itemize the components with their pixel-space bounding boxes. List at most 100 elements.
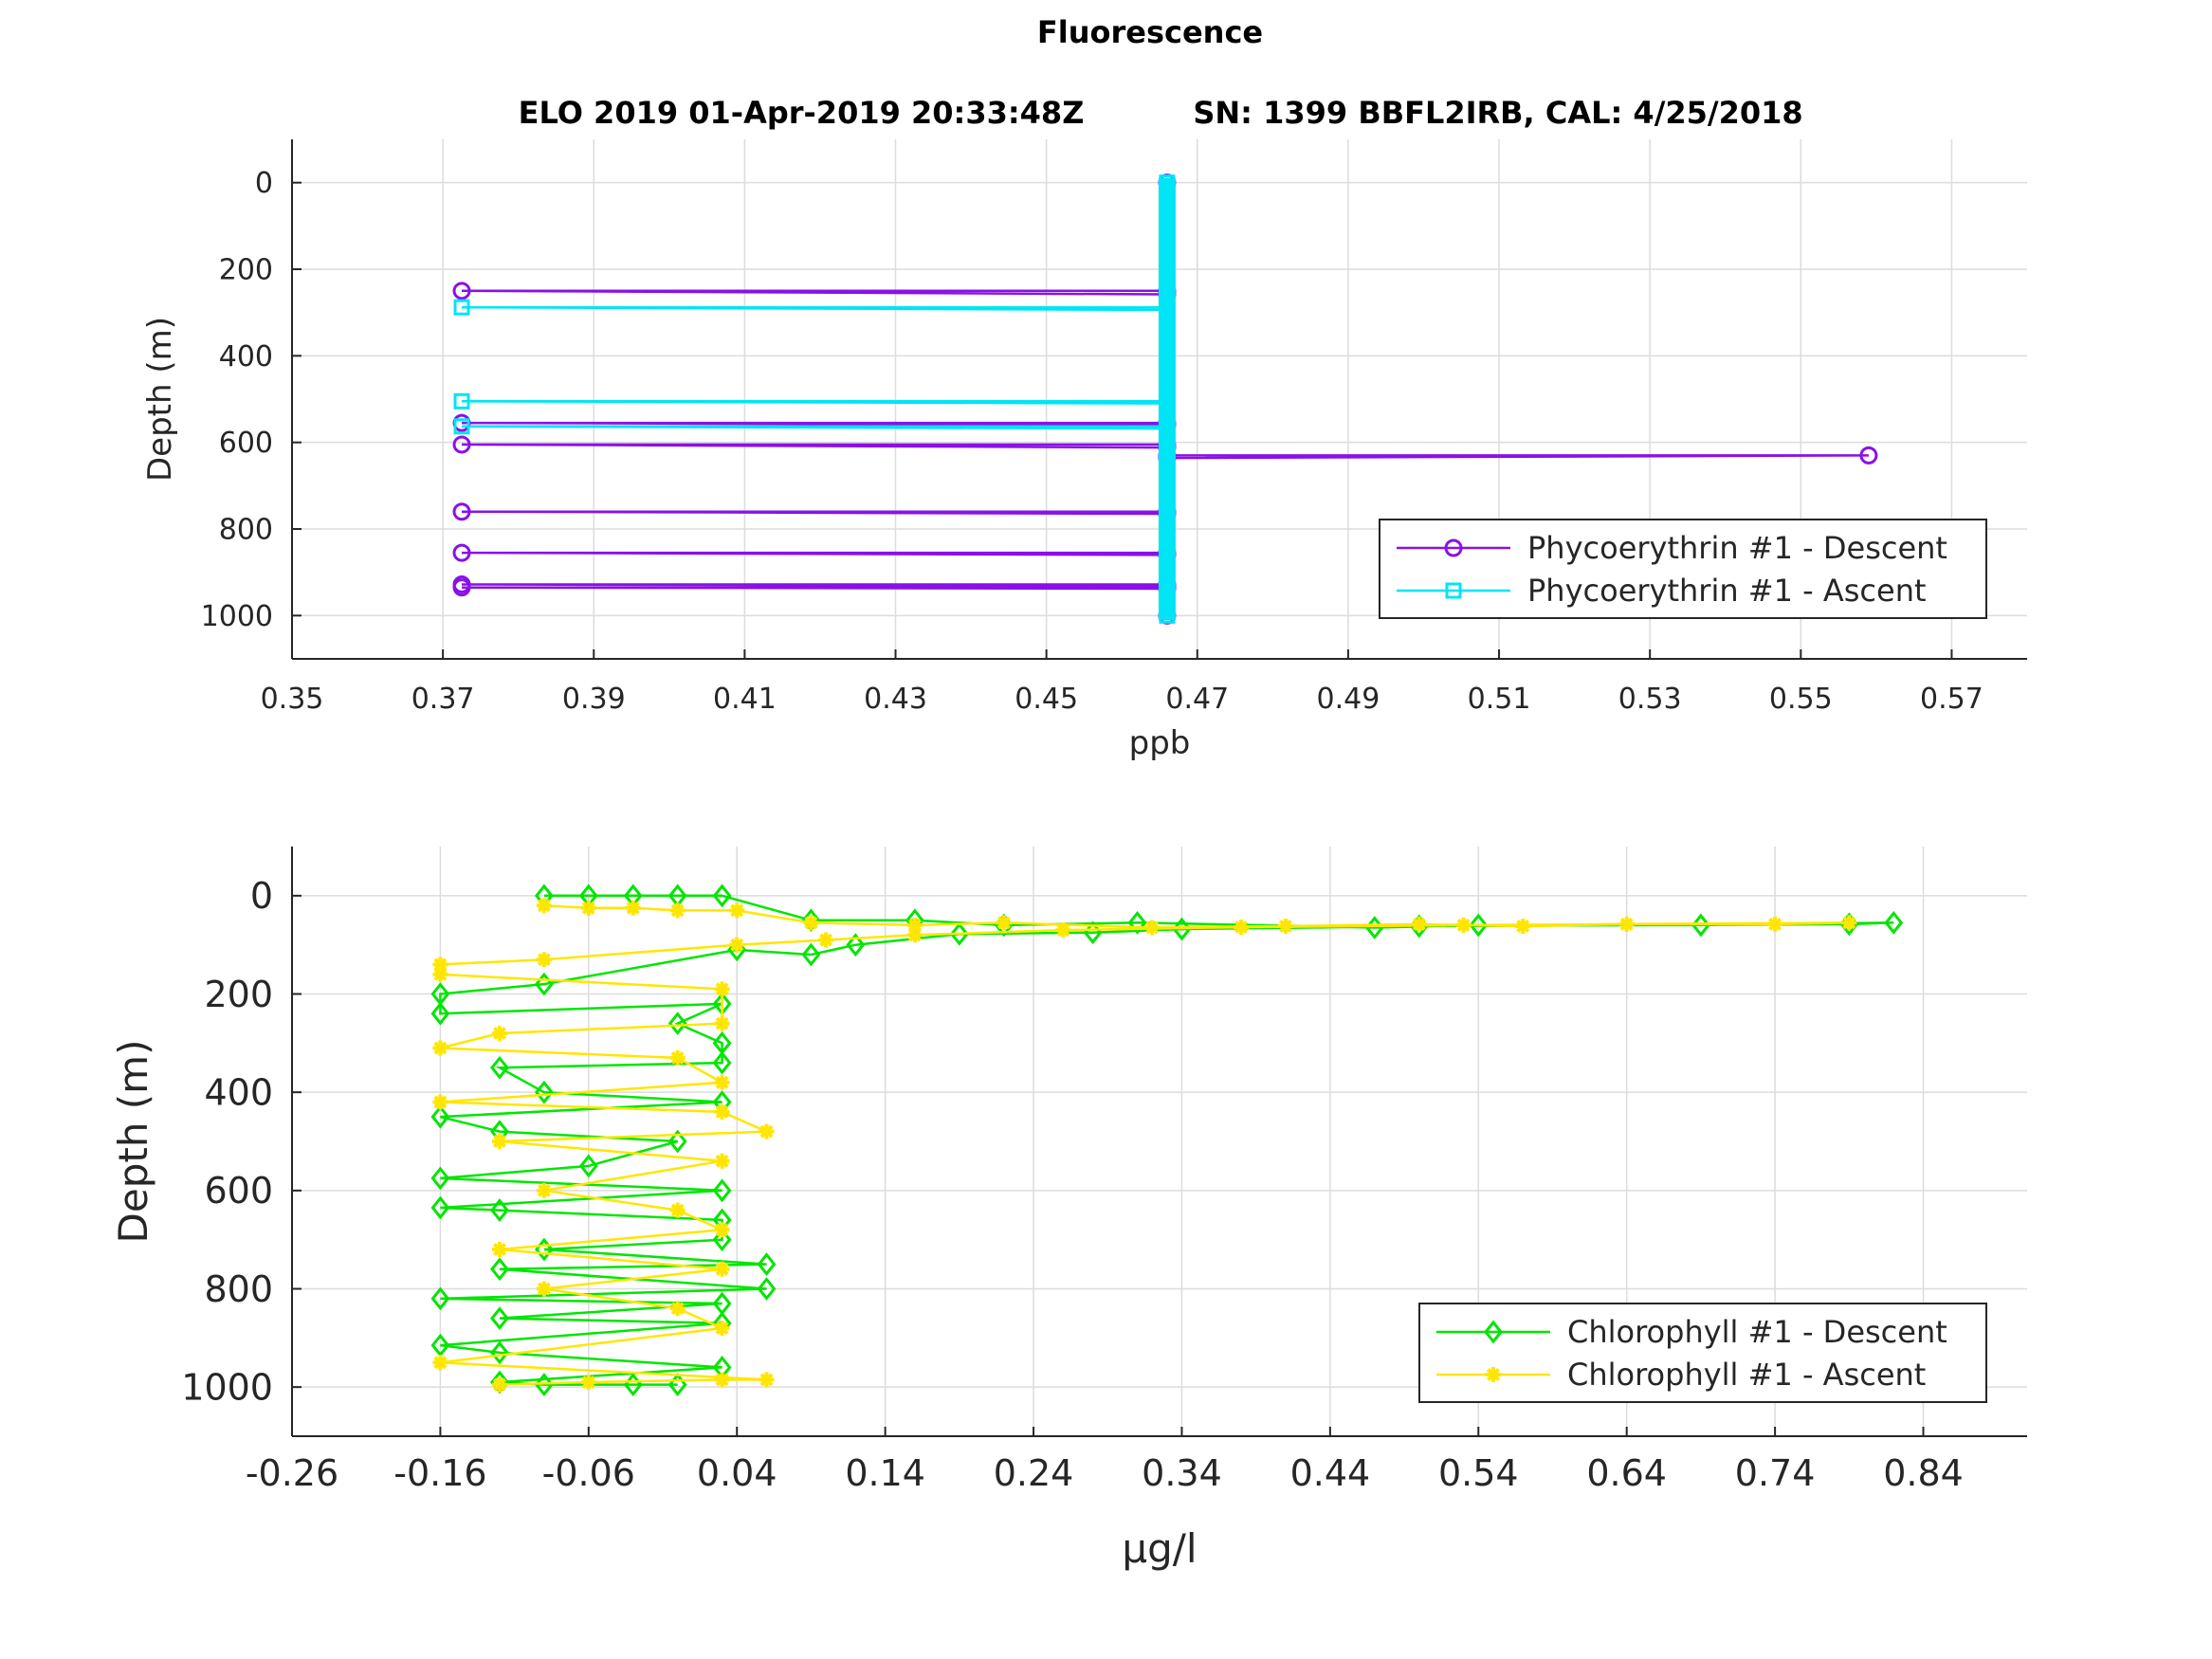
data-point	[490, 1198, 509, 1222]
baseline-column	[1158, 177, 1176, 621]
figure-subtitle-right: SN: 1399 BBFL2IRB, CAL: 4/25/2018	[1193, 95, 1802, 131]
y-tick-label: 600	[204, 1170, 273, 1212]
data-point	[1841, 915, 1857, 931]
legend-marker	[1484, 1320, 1503, 1344]
data-point	[490, 1306, 509, 1331]
y-tick-label: 200	[219, 254, 273, 287]
data-point	[452, 543, 471, 562]
data-point	[1144, 920, 1161, 936]
data-point	[714, 1261, 730, 1277]
data-point	[536, 1281, 552, 1297]
data-point	[1277, 918, 1293, 934]
data-point	[430, 1286, 450, 1311]
x-tick-label: 0.35	[261, 683, 324, 716]
data-point	[430, 1166, 450, 1191]
data-point	[490, 1340, 509, 1365]
data-point	[453, 392, 470, 410]
series-line	[461, 182, 1169, 616]
data-point	[714, 1222, 730, 1238]
data-point	[906, 917, 923, 933]
data-point	[714, 1074, 730, 1090]
legend-marker	[1444, 538, 1463, 557]
legend-box	[1379, 519, 1987, 619]
legend-label: Phycoerythrin #1 - Descent	[1527, 530, 1947, 566]
y-axis-label: Depth (m)	[141, 317, 179, 482]
data-point	[491, 1134, 507, 1149]
data-point	[432, 1094, 448, 1110]
data-point	[669, 1049, 686, 1066]
legend-label: Phycoerythrin #1 - Ascent	[1527, 573, 1927, 609]
data-point	[714, 1153, 730, 1169]
x-tick-label: -0.26	[246, 1452, 338, 1494]
y-tick-label: 800	[219, 514, 273, 547]
data-point	[714, 1320, 730, 1336]
data-point	[712, 1050, 732, 1075]
data-point	[1234, 920, 1250, 936]
data-point	[714, 1015, 730, 1031]
x-tick-label: 0.57	[1920, 683, 1983, 716]
data-point	[453, 299, 470, 316]
data-point	[536, 1182, 552, 1198]
y-tick-label: 200	[204, 974, 273, 1015]
legend: Chlorophyll #1 - Descent Chlorophyll #1 -…	[1418, 1303, 1987, 1403]
data-point	[452, 578, 471, 597]
data-point	[669, 902, 686, 919]
data-point	[759, 1372, 775, 1388]
data-point	[996, 915, 1012, 931]
data-point	[669, 1301, 686, 1317]
y-tick-label: 400	[219, 340, 273, 374]
x-tick-label: 0.14	[845, 1452, 925, 1494]
series-line	[439, 903, 1850, 1386]
x-axis-label: ppb	[1129, 724, 1191, 762]
y-tick-label: 0	[255, 167, 273, 200]
data-point	[536, 898, 552, 914]
data-point	[580, 900, 596, 916]
y-tick-label: 600	[219, 427, 273, 460]
y-tick-label: 800	[204, 1268, 273, 1310]
y-axis-label: Depth (m)	[110, 1040, 156, 1244]
data-point	[669, 1202, 686, 1218]
data-point	[906, 927, 923, 943]
data-point	[712, 1228, 732, 1252]
plot-area	[430, 884, 1904, 1396]
x-tick-label: 0.43	[864, 683, 927, 716]
data-point	[491, 1025, 507, 1041]
data-point	[625, 900, 641, 916]
data-point	[1055, 922, 1071, 939]
data-point	[949, 921, 969, 946]
legend-marker	[1445, 582, 1462, 599]
data-point	[452, 435, 471, 454]
data-point	[490, 1055, 509, 1080]
data-point	[432, 957, 448, 973]
data-point	[1767, 916, 1783, 932]
data-point	[801, 942, 821, 967]
data-point	[1172, 917, 1192, 941]
data-point	[729, 902, 745, 919]
data-point	[759, 1123, 775, 1139]
data-point	[846, 933, 866, 957]
data-point	[534, 1373, 554, 1396]
x-tick-label: 0.04	[697, 1452, 777, 1494]
x-tick-label: 0.54	[1438, 1452, 1519, 1494]
y-tick-label: 1000	[181, 1366, 273, 1408]
legend-box	[1418, 1303, 1987, 1403]
x-tick-label: 0.84	[1883, 1452, 1964, 1494]
data-point	[1469, 913, 1489, 938]
data-point	[803, 915, 819, 931]
x-tick-label: 0.74	[1735, 1452, 1816, 1494]
x-tick-label: 0.24	[994, 1452, 1074, 1494]
data-point	[430, 1333, 450, 1358]
data-point	[491, 1242, 507, 1258]
y-tick-label: 0	[250, 875, 273, 917]
data-point	[453, 418, 470, 435]
data-point	[430, 1104, 450, 1129]
x-axis-label: μg/l	[1122, 1525, 1197, 1572]
data-point	[712, 884, 732, 908]
data-point	[712, 1178, 732, 1203]
data-point	[1411, 916, 1427, 932]
data-point	[729, 937, 745, 953]
x-tick-label: 0.39	[562, 683, 626, 716]
plot-area	[452, 173, 1878, 625]
data-point	[1859, 446, 1878, 465]
data-point	[580, 1374, 596, 1390]
